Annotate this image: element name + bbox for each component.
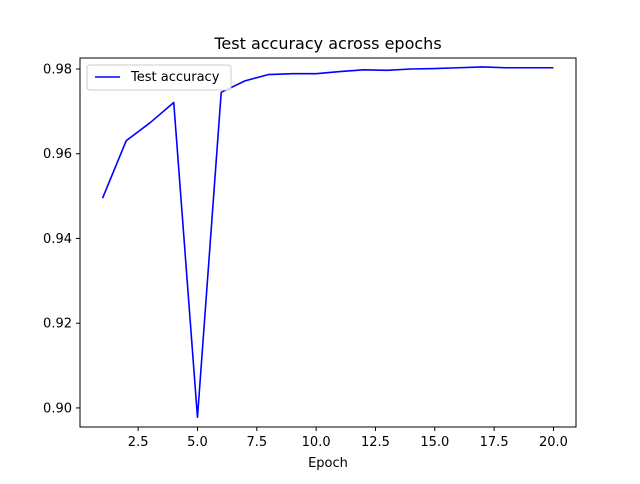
series-line-test-accuracy: [101, 66, 554, 419]
y-tick-label: 0.96: [43, 147, 72, 162]
x-tick-label: 12.5: [361, 435, 390, 450]
x-tick-label: 10.0: [302, 435, 331, 450]
x-tick-label: 15.0: [420, 435, 449, 450]
y-tick-label: 0.92: [43, 317, 72, 332]
y-tick-label: 0.98: [43, 63, 72, 78]
x-tick-label: 20.0: [539, 435, 568, 450]
y-tick-label: 0.94: [43, 232, 72, 247]
legend-box: [86, 64, 232, 91]
x-tick-label: 7.5: [246, 435, 267, 450]
axes-frame: [79, 57, 577, 428]
x-tick-label: 2.5: [128, 435, 149, 450]
x-tick-label: 5.0: [187, 435, 208, 450]
x-axis-label: Epoch: [308, 456, 348, 471]
axis-ticks: 2.5 5.0 7.5 10.0 12.5 15.0 17.5 20.0 0.90 0.92 0.9…: [43, 63, 568, 450]
x-tick-label: 17.5: [480, 435, 509, 450]
y-tick-label: 0.90: [43, 401, 72, 416]
legend: Test accuracy: [86, 64, 232, 91]
chart-title: Test accuracy across epochs: [213, 34, 441, 53]
legend-label: Test accuracy: [130, 70, 220, 85]
plot-series: [101, 66, 554, 419]
